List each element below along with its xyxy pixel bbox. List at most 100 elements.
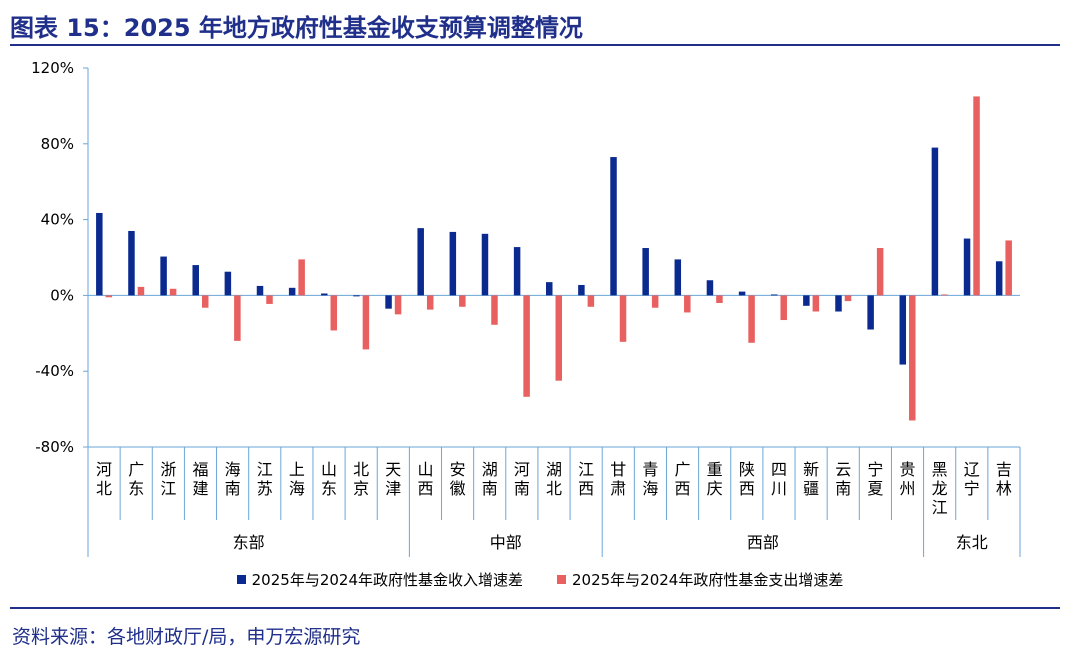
category-label: 四川	[771, 460, 787, 498]
bar-expense	[555, 295, 562, 381]
category-label: 浙江	[160, 460, 176, 498]
bar-expense	[394, 295, 402, 315]
bar-expense	[330, 295, 338, 331]
bar-income	[546, 282, 553, 296]
category-label: 河南	[514, 460, 530, 498]
bar-income	[770, 294, 778, 296]
bar-income	[385, 295, 392, 309]
category-label: 辽宁	[964, 460, 980, 498]
bar-income	[674, 259, 682, 296]
bar-expense	[812, 295, 820, 312]
category-label: 青海	[642, 460, 658, 498]
bar-expense	[523, 295, 530, 397]
bar-expense	[201, 295, 209, 308]
category-label: 山东	[321, 460, 337, 498]
bar-expense	[234, 295, 241, 341]
group-label: 西部	[747, 533, 779, 552]
category-label: 江西	[578, 460, 594, 498]
title-divider	[10, 44, 1060, 46]
bar-expense	[876, 248, 884, 296]
bar-income	[706, 280, 714, 296]
category-label: 山西	[417, 460, 433, 498]
bar-expense	[941, 294, 948, 296]
footer-divider	[10, 607, 1060, 609]
category-label: 黑龙江	[932, 460, 948, 517]
y-tick-label: 0%	[50, 286, 74, 304]
category-label: 甘肃	[610, 460, 626, 498]
category-label: 湖南	[482, 460, 498, 498]
y-tick-label: -40%	[35, 362, 74, 380]
legend-swatch-income	[236, 575, 246, 584]
bar-chart: 120% 80% 40% 0% -40% -80% 河北广东浙江福建海南江苏上海山东北京天…	[31, 59, 1021, 557]
bar-expense	[137, 286, 145, 296]
bar-income	[867, 295, 874, 330]
bar-expense	[105, 295, 113, 298]
category-label: 云南	[835, 460, 851, 498]
category-label: 河北	[96, 460, 112, 498]
category-label: 江苏	[257, 460, 273, 498]
bar-expense	[684, 295, 691, 313]
category-label: 宁夏	[867, 460, 883, 498]
bar-income	[995, 261, 1003, 296]
bar-expense	[748, 295, 755, 343]
bar-income	[931, 147, 939, 296]
bar-income	[449, 231, 457, 296]
group-label: 中部	[490, 533, 522, 552]
bar-income	[321, 293, 328, 296]
bar-income	[738, 291, 746, 296]
bar-income	[224, 271, 232, 296]
y-tick-label: 120%	[31, 59, 74, 77]
category-label: 吉林	[996, 460, 1012, 498]
bar-expense	[426, 295, 434, 310]
y-axis: 120% 80% 40% 0% -40% -80%	[31, 59, 1020, 456]
y-tick-label: 40%	[41, 211, 74, 229]
bar-income	[256, 285, 264, 296]
category-label: 海南	[225, 460, 241, 498]
bar-income	[288, 287, 296, 296]
bar-expense	[780, 295, 787, 321]
bar-expense	[169, 288, 177, 296]
bar-expense	[491, 295, 498, 325]
bar-income	[417, 228, 424, 296]
bar-expense	[587, 295, 595, 307]
category-label: 新疆	[803, 460, 819, 498]
bar-income	[803, 295, 810, 306]
bar-income	[610, 157, 617, 296]
bar-income	[128, 230, 135, 296]
legend-item-income: 2025年与2024年政府性基金收入增速差	[236, 569, 523, 590]
category-label: 陕西	[739, 460, 755, 498]
category-label: 贵州	[900, 460, 916, 498]
bar-expense	[844, 295, 852, 302]
group-label: 东北	[956, 533, 988, 552]
bar-income	[835, 295, 842, 312]
bar-expense	[459, 295, 466, 307]
category-label: 福建	[192, 460, 208, 498]
bar-income	[481, 233, 489, 296]
bar-marks	[96, 96, 1012, 421]
bar-income	[192, 265, 199, 296]
category-label: 北京	[353, 460, 369, 498]
category-label: 湖北	[546, 460, 562, 498]
bar-income	[578, 284, 585, 296]
bar-expense	[298, 259, 305, 296]
bar-expense	[651, 295, 659, 308]
category-label: 上海	[289, 460, 305, 498]
category-label: 安徽	[450, 460, 466, 498]
bar-income	[160, 256, 167, 296]
bar-income	[642, 248, 649, 296]
bar-income	[513, 247, 521, 296]
bar-expense	[619, 295, 627, 342]
legend-label-income: 2025年与2024年政府性基金收入增速差	[251, 571, 523, 589]
y-tick-label: -80%	[35, 438, 74, 456]
category-label: 广东	[128, 460, 144, 498]
bar-income	[353, 295, 360, 297]
bar-expense	[909, 295, 916, 421]
category-label: 天津	[385, 460, 401, 498]
source-note: 资料来源：各地财政厅/局，申万宏源研究	[12, 626, 361, 648]
page-title: 图表 15：2025 年地方政府性基金收支预算调整情况	[10, 14, 583, 42]
legend-label-expense: 2025年与2024年政府性基金支出增速差	[572, 571, 844, 589]
bar-income	[899, 295, 907, 365]
group-label: 东部	[233, 533, 265, 552]
legend-swatch-expense	[557, 575, 566, 584]
x-axis: 河北广东浙江福建海南江苏上海山东北京天津山西安徽湖南河南湖北江西甘肃青海广西重庆…	[87, 446, 1021, 557]
